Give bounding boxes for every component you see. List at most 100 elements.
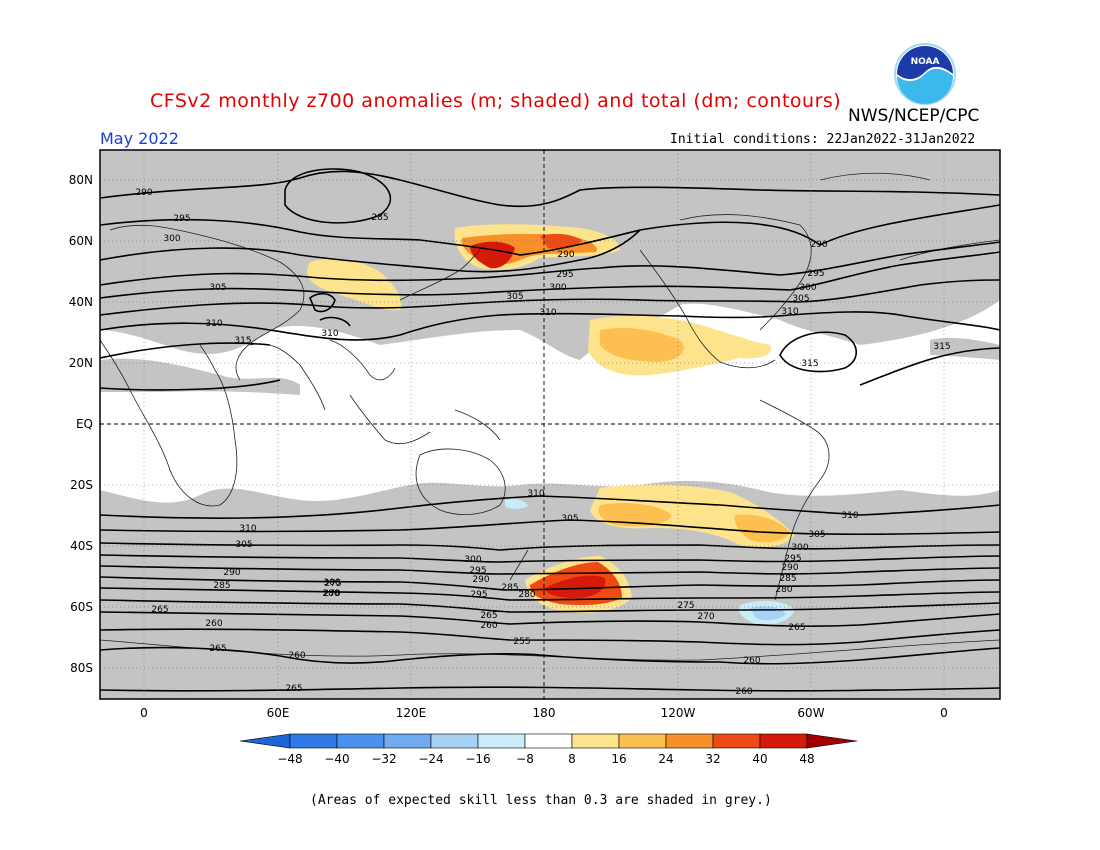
longitude-label: 120E <box>396 706 427 720</box>
colorbar-tick-label: 8 <box>568 752 576 766</box>
latitude-label: 80S <box>70 661 93 675</box>
contour-label: 315 <box>801 359 818 369</box>
colorbar-tick-label: 40 <box>752 752 767 766</box>
contour-label: 275 <box>677 601 694 611</box>
noaa-logo-sea <box>897 68 953 104</box>
contour-label: 310 <box>841 511 858 521</box>
agency-label: NWS/NCEP/CPC <box>848 106 980 126</box>
contour-label: 290 <box>810 240 827 250</box>
contour-label: 315 <box>234 336 251 346</box>
latitude-label: 40S <box>70 539 93 553</box>
colorbar-high-arrow <box>806 733 858 749</box>
colorbar-swatch <box>618 733 667 749</box>
contour-label: 305 <box>808 530 825 540</box>
contour-label: 265 <box>788 623 805 633</box>
contour-label: 300 <box>464 555 481 565</box>
contour-label: 265 <box>151 605 168 615</box>
noaa-logo-text: NOAA <box>911 57 940 67</box>
height-contours <box>100 168 1000 692</box>
contour-label: 260 <box>480 621 497 631</box>
skill-note: (Areas of expected skill less than 0.3 a… <box>310 793 772 808</box>
contour-label: 295 <box>469 566 486 576</box>
contour-label: 315 <box>933 342 950 352</box>
contour-label: 305 <box>506 292 523 302</box>
initial-conditions: Initial conditions: 22Jan2022-31Jan2022 <box>670 132 976 147</box>
contour-label: 300 <box>549 283 566 293</box>
longitude-labels: 0 60E 120E 180 120W 60W 0 <box>140 706 948 720</box>
colorbar-tick-label: −24 <box>418 752 443 766</box>
contour-label: 280 <box>518 590 535 600</box>
colorbar-tick-label: 32 <box>705 752 720 766</box>
contour-label: 275 <box>324 579 341 589</box>
contour-label: 310 <box>321 329 338 339</box>
contour-label: 310 <box>205 319 222 329</box>
colorbar-tick-label: −16 <box>465 752 490 766</box>
map-frame <box>99 149 1001 700</box>
contour-label: 285 <box>779 574 796 584</box>
colorbar-tick-label: −48 <box>277 752 302 766</box>
contour-label: 295 <box>470 590 487 600</box>
contour-label: 290 <box>557 250 574 260</box>
colorbar-swatch <box>665 733 714 749</box>
colorbar-swatch <box>383 733 432 749</box>
longitude-label: 60E <box>267 706 290 720</box>
contour-label: 310 <box>239 524 256 534</box>
contour-labels: 2902852953003053103152902953003053103152… <box>135 188 950 697</box>
longitude-label: 120W <box>661 706 696 720</box>
contour-label: 295 <box>807 269 824 279</box>
contour-label: 310 <box>527 489 544 499</box>
colorbar-tick-label: −40 <box>324 752 349 766</box>
latitude-label: 60S <box>70 600 93 614</box>
contour-label: 280 <box>322 589 339 599</box>
colorbar-tick-label: −32 <box>371 752 396 766</box>
contour-label: 260 <box>743 656 760 666</box>
contour-label: 300 <box>163 234 180 244</box>
contour-label: 265 <box>480 611 497 621</box>
chart-title: CFSv2 monthly z700 anomalies (m; shaded)… <box>150 90 842 112</box>
contour-label: 270 <box>323 589 340 599</box>
colorbar-tick-label: 48 <box>799 752 814 766</box>
forecast-month: May 2022 <box>100 129 179 148</box>
latitude-label: EQ <box>76 417 93 431</box>
colorbar-swatch <box>759 733 808 749</box>
latitude-labels: 80N 60N 40N 20N EQ 20S 40S 60S 80S <box>69 173 93 675</box>
colorbar-swatch <box>524 733 573 749</box>
colorbar-swatch <box>289 733 338 749</box>
longitude-label: 0 <box>940 706 948 720</box>
contour-label: 290 <box>135 188 152 198</box>
contour-label: 295 <box>556 270 573 280</box>
latitude-label: 40N <box>69 295 93 309</box>
contour-label: 305 <box>209 283 226 293</box>
contour-label: 270 <box>697 612 714 622</box>
contour-label: 300 <box>323 578 340 588</box>
colorbar-low-arrow <box>239 733 291 749</box>
contour-label: 310 <box>539 308 556 318</box>
longitude-label: 180 <box>533 706 556 720</box>
contour-label: 265 <box>285 684 302 694</box>
contour-label: 285 <box>371 213 388 223</box>
contour-label: 305 <box>561 514 578 524</box>
colorbar-tick-label: 16 <box>611 752 626 766</box>
colorbar-swatch <box>712 733 761 749</box>
colorbar-tick-label: −8 <box>516 752 534 766</box>
contour-label: 255 <box>513 637 530 647</box>
contour-label: 295 <box>173 214 190 224</box>
graticule <box>100 150 1000 699</box>
colorbar-swatch <box>430 733 479 749</box>
contour-label: 290 <box>472 575 489 585</box>
contour-label: 295 <box>784 554 801 564</box>
latitude-label: 20N <box>69 356 93 370</box>
contour-label: 260 <box>205 619 222 629</box>
contour-label: 265 <box>209 644 226 654</box>
contour-label: 305 <box>235 540 252 550</box>
contour-label: 260 <box>735 687 752 697</box>
colorbar-swatch <box>336 733 385 749</box>
contour-label: 300 <box>799 283 816 293</box>
colorbar-tick-label: 24 <box>658 752 673 766</box>
latitude-label: 20S <box>70 478 93 492</box>
contour-label: 285 <box>213 581 230 591</box>
noaa-logo: NOAA <box>894 43 956 105</box>
contour-label: 260 <box>288 651 305 661</box>
colorbar-swatch <box>477 733 526 749</box>
